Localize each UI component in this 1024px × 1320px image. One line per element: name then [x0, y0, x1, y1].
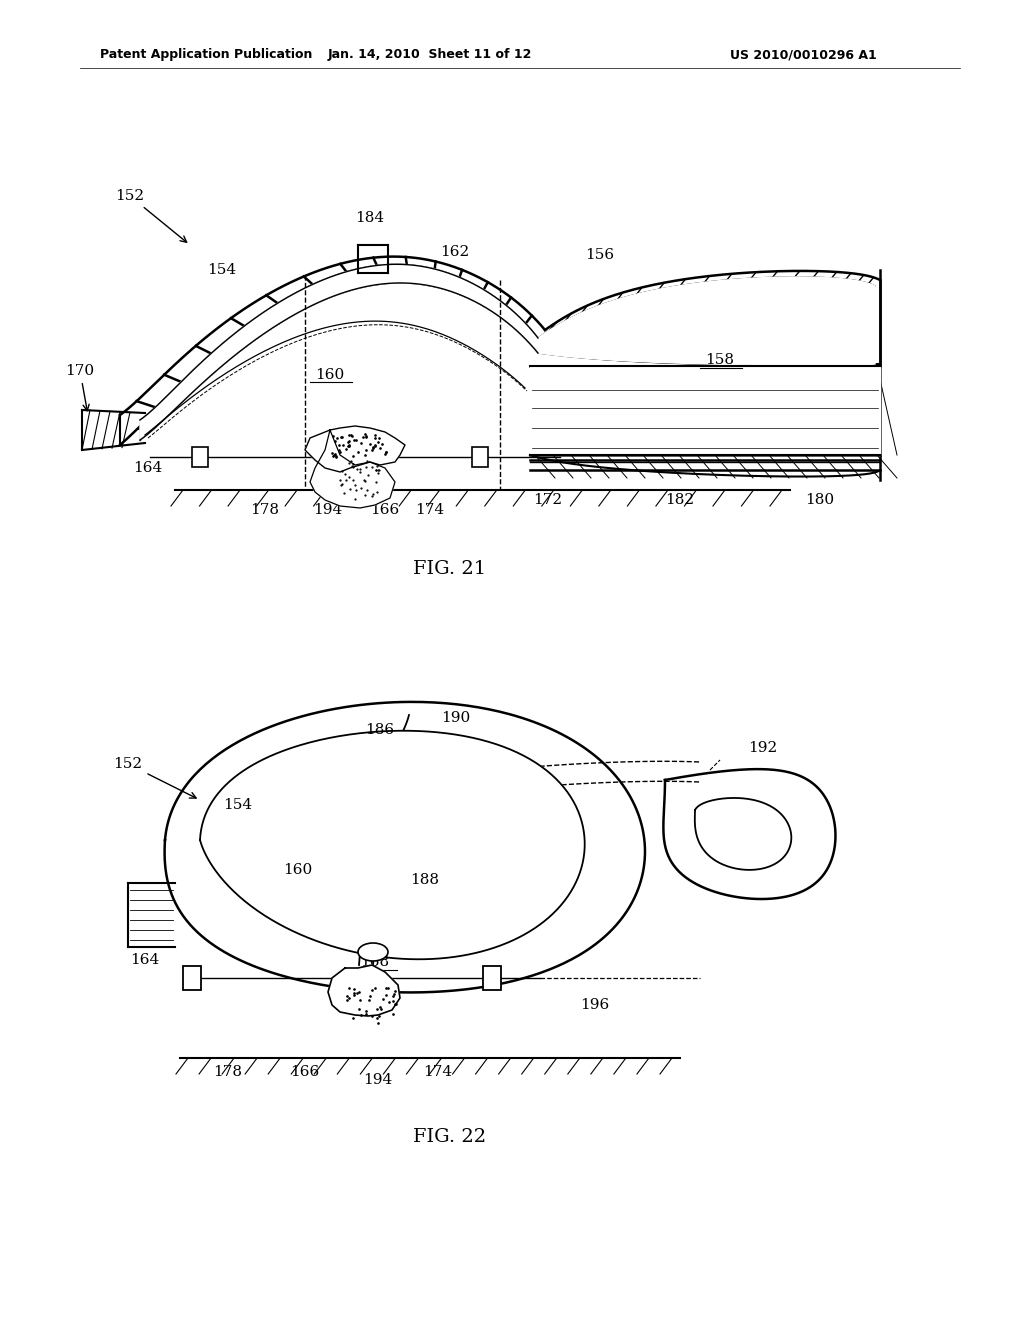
Text: 174: 174 — [424, 1065, 453, 1078]
Text: 160: 160 — [315, 368, 345, 381]
Polygon shape — [328, 965, 400, 1016]
Text: 192: 192 — [748, 741, 777, 755]
Text: FIG. 21: FIG. 21 — [414, 560, 486, 578]
Ellipse shape — [358, 942, 388, 961]
Text: 168: 168 — [348, 428, 378, 442]
Text: 172: 172 — [534, 492, 562, 507]
Text: US 2010/0010296 A1: US 2010/0010296 A1 — [730, 48, 877, 61]
Text: 196: 196 — [581, 998, 609, 1012]
Text: 156: 156 — [586, 248, 614, 261]
Text: 164: 164 — [133, 461, 163, 475]
Bar — [193, 447, 208, 467]
Text: 166: 166 — [371, 503, 399, 517]
Bar — [483, 966, 501, 990]
Text: 178: 178 — [213, 1065, 243, 1078]
Bar — [472, 447, 488, 467]
Text: Patent Application Publication: Patent Application Publication — [100, 48, 312, 61]
Polygon shape — [530, 366, 880, 455]
Text: 194: 194 — [313, 503, 343, 517]
Text: 188: 188 — [411, 873, 439, 887]
Text: Jan. 14, 2010  Sheet 11 of 12: Jan. 14, 2010 Sheet 11 of 12 — [328, 48, 532, 61]
Polygon shape — [538, 277, 874, 366]
Text: FIG. 22: FIG. 22 — [414, 1129, 486, 1146]
Bar — [183, 966, 201, 990]
Text: 164: 164 — [130, 953, 160, 968]
Text: 154: 154 — [208, 263, 237, 277]
Polygon shape — [165, 702, 645, 993]
Polygon shape — [695, 799, 792, 870]
Text: 170: 170 — [66, 364, 94, 411]
Polygon shape — [200, 731, 585, 960]
Text: 190: 190 — [441, 711, 471, 725]
Text: 178: 178 — [251, 503, 280, 517]
Text: 152: 152 — [116, 189, 186, 243]
Polygon shape — [305, 426, 406, 473]
Text: 166: 166 — [291, 1065, 319, 1078]
Text: 186: 186 — [366, 723, 394, 737]
Text: 180: 180 — [806, 492, 835, 507]
Text: 160: 160 — [284, 863, 312, 876]
Text: 162: 162 — [440, 246, 470, 259]
Polygon shape — [664, 770, 836, 899]
Text: 168: 168 — [360, 954, 389, 969]
Text: 184: 184 — [355, 211, 385, 224]
Polygon shape — [310, 430, 395, 508]
Polygon shape — [140, 264, 538, 440]
Text: 154: 154 — [223, 799, 253, 812]
Text: 158: 158 — [706, 352, 734, 367]
Text: 194: 194 — [364, 1073, 392, 1086]
Text: 182: 182 — [666, 492, 694, 507]
Text: 174: 174 — [416, 503, 444, 517]
Text: 152: 152 — [114, 756, 197, 799]
